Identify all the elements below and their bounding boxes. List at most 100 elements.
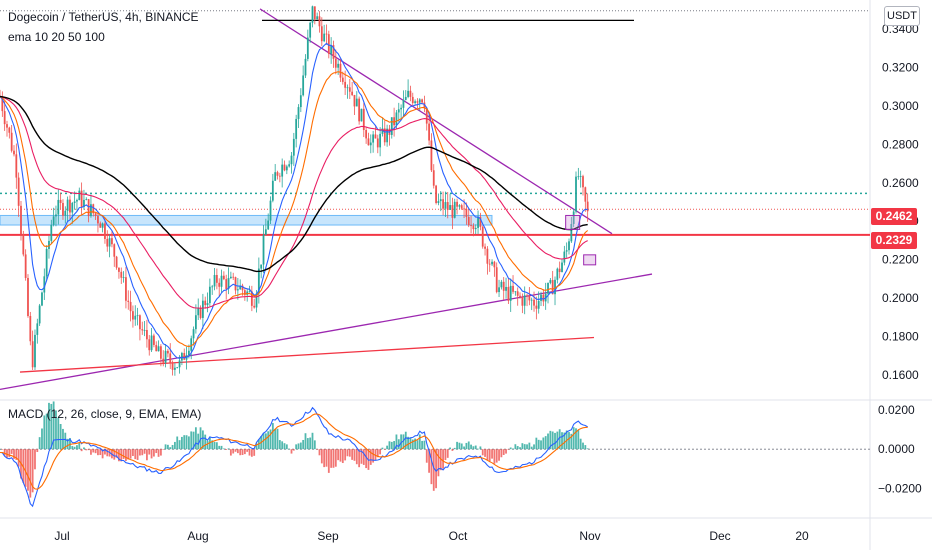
macd-histogram-bar <box>22 449 25 483</box>
macd-histogram-bar <box>236 449 239 454</box>
candle-body <box>456 201 458 207</box>
macd-histogram-bar <box>561 432 563 450</box>
candle-body <box>430 140 433 171</box>
candle-body <box>537 300 540 309</box>
candle-body <box>523 295 526 306</box>
macd-histogram-bar <box>90 449 92 455</box>
macd-histogram-bar <box>73 446 76 450</box>
currency-badge[interactable]: USDT <box>884 6 920 26</box>
candle-body <box>276 172 279 176</box>
candle-body <box>528 296 531 301</box>
candle-body <box>113 244 116 257</box>
candle-body <box>353 95 356 107</box>
macd-histogram-bar <box>118 449 120 462</box>
candle-body <box>376 138 379 148</box>
macd-histogram-bar <box>250 449 253 457</box>
macd-histogram-bar <box>302 439 305 450</box>
macd-histogram-bar <box>411 439 414 450</box>
macd-histogram-bar <box>246 449 249 452</box>
candle-body <box>374 134 377 139</box>
candle-body <box>446 202 449 210</box>
candle-body <box>187 350 190 356</box>
supply-zone[interactable] <box>0 214 493 226</box>
macd-histogram-bar <box>174 441 176 450</box>
candle-body <box>141 329 144 331</box>
descending-trendline[interactable] <box>259 8 613 235</box>
candle-body <box>547 282 549 294</box>
time-tick-label: Jul <box>54 529 69 543</box>
macd-label[interactable]: MACD (12, 26, close, 9, EMA, EMA) <box>8 407 202 421</box>
macd-histogram-bar <box>1 449 4 450</box>
candle-body <box>551 280 554 295</box>
candle-body <box>495 267 498 293</box>
candle-body <box>507 286 510 301</box>
macd-histogram-bar <box>509 447 512 450</box>
candle-body <box>194 315 197 330</box>
macd-histogram-bar <box>157 449 160 457</box>
macd-histogram-bar <box>430 449 433 485</box>
candle-body <box>341 77 344 82</box>
macd-histogram-bar <box>17 449 20 467</box>
macd-histogram-bar <box>69 437 71 450</box>
candle-body <box>325 33 328 35</box>
support-line[interactable] <box>19 336 595 373</box>
macd-histogram-bar <box>344 449 347 461</box>
macd-tick-label: 0.0000 <box>878 442 915 456</box>
macd-histogram-bar <box>530 446 533 450</box>
marker-box[interactable] <box>583 254 597 266</box>
macd-histogram-bar <box>442 449 444 469</box>
price-tick-label: 0.2200 <box>882 253 919 267</box>
candle-body <box>519 295 521 297</box>
indicator-label[interactable]: ema 10 20 50 100 <box>8 30 105 44</box>
macd-histogram-bar <box>8 449 11 458</box>
candle-body <box>563 251 566 263</box>
macd-histogram-bar <box>477 448 479 450</box>
candle-body <box>339 63 342 78</box>
macd-histogram-bar <box>76 445 78 450</box>
candle-body <box>395 112 398 126</box>
macd-histogram-bar <box>320 449 323 464</box>
level-price-tag: 0.2329 <box>871 232 917 249</box>
macd-histogram-bar <box>488 449 491 462</box>
candle-body <box>491 261 493 265</box>
macd-histogram-bar <box>519 447 521 450</box>
macd-histogram-bar <box>570 433 573 450</box>
candle-body <box>449 205 451 210</box>
candle-body <box>87 199 90 217</box>
candle-body <box>526 295 528 297</box>
macd-histogram-bar <box>132 449 134 456</box>
macd-histogram-bar <box>470 444 472 450</box>
macd-histogram-bar <box>59 424 62 450</box>
marker-box[interactable] <box>565 214 581 230</box>
macd-histogram-bar <box>127 449 130 460</box>
macd-histogram-bar <box>491 449 493 459</box>
macd-histogram-bar <box>10 449 13 454</box>
candle-body <box>304 58 307 76</box>
macd-histogram-bar <box>323 449 326 468</box>
candle-body <box>120 271 123 278</box>
candle-body <box>481 226 484 247</box>
macd-histogram-bar <box>232 449 235 454</box>
macd-histogram-bar <box>360 449 363 464</box>
candle-body <box>500 281 503 288</box>
macd-histogram-bar <box>521 443 524 450</box>
candle-body <box>97 215 99 224</box>
candle-body <box>36 323 39 335</box>
macd-histogram-bar <box>484 449 486 457</box>
macd-histogram-bar <box>404 431 407 450</box>
macd-histogram-bar <box>239 449 242 456</box>
candle-body <box>174 367 176 370</box>
candle-body <box>556 268 559 280</box>
candle-body <box>432 170 435 186</box>
macd-histogram-bar <box>122 449 125 459</box>
macd-histogram-bar <box>339 449 342 462</box>
candle-body <box>3 111 6 125</box>
candle-body <box>575 176 577 212</box>
candle-body <box>27 277 29 317</box>
candle-body <box>220 275 223 287</box>
macd-histogram-bar <box>6 449 8 458</box>
macd-histogram-bar <box>50 403 53 450</box>
macd-histogram-bar <box>362 449 365 465</box>
candle-body <box>467 216 470 226</box>
